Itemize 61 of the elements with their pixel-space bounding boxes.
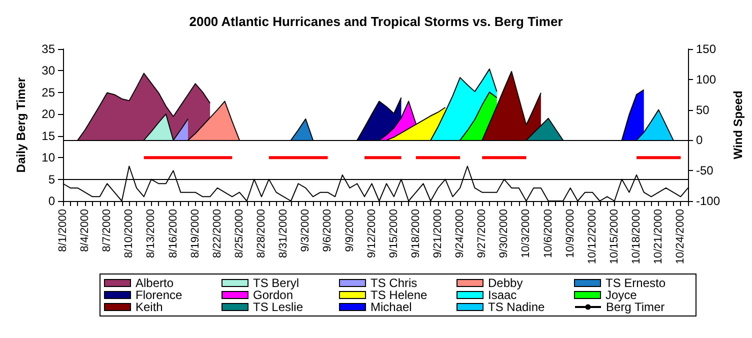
legend-label: Michael bbox=[370, 300, 412, 314]
y-tick-label: 15 bbox=[42, 128, 56, 143]
legend-label: TS Chris bbox=[370, 276, 418, 290]
y2-tick-label: 50 bbox=[696, 102, 710, 117]
x-tick-label: 10/3/2000 bbox=[520, 209, 532, 258]
x-tick-label: 10/24/2000 bbox=[674, 209, 687, 264]
x-tick-label: 8/19/2000 bbox=[189, 209, 202, 258]
legend-label: Debby bbox=[488, 276, 523, 290]
x-tick-label: 8/10/2000 bbox=[123, 209, 136, 258]
x-tick-label: 9/6/2000 bbox=[322, 209, 334, 252]
y2-tick-label: 150 bbox=[696, 42, 716, 56]
x-tick-label: 10/12/2000 bbox=[586, 209, 598, 264]
legend-label: TS Ernesto bbox=[606, 276, 666, 290]
y-tick-label: 0 bbox=[48, 194, 56, 208]
legend-label: TS Helene bbox=[370, 288, 428, 302]
x-tick-label: 9/9/2000 bbox=[344, 209, 356, 252]
x-tick-label: 8/4/2000 bbox=[79, 209, 92, 252]
x-tick-label: 10/9/2000 bbox=[564, 209, 576, 258]
x-tick-label: 9/27/2000 bbox=[476, 209, 488, 258]
x-tick-label: 8/7/2000 bbox=[101, 209, 114, 252]
y2-tick-label: 0 bbox=[696, 133, 703, 148]
x-tick-label: 9/18/2000 bbox=[410, 209, 422, 258]
y-tick-label: 30 bbox=[42, 64, 56, 78]
legend-label: Berg Timer bbox=[606, 300, 665, 314]
x-tick-label: 8/31/2000 bbox=[278, 209, 290, 258]
x-tick-label: 9/24/2000 bbox=[454, 209, 466, 258]
y-tick-label: 35 bbox=[42, 42, 56, 56]
legend-label: Joyce bbox=[606, 288, 638, 302]
y2-axis-title: Wind Speed bbox=[731, 90, 745, 160]
x-tick-label: 10/15/2000 bbox=[608, 209, 620, 264]
legend-label: Gordon bbox=[253, 288, 294, 302]
legend-label: TS Leslie bbox=[253, 300, 304, 314]
x-tick-label: 9/15/2000 bbox=[388, 209, 400, 258]
x-tick-label: 8/13/2000 bbox=[145, 209, 158, 258]
legend-label: Keith bbox=[136, 300, 163, 314]
chart-title: 2000 Atlantic Hurricanes and Tropical Storms vs. Berg Timer bbox=[189, 14, 563, 29]
legend-label: TS Nadine bbox=[488, 300, 546, 314]
x-tick-label: 10/6/2000 bbox=[542, 209, 554, 258]
y-axis-title: Daily Berg Timer bbox=[14, 77, 28, 173]
x-tick-label: 8/1/2000 bbox=[57, 209, 69, 252]
x-tick-label: 9/21/2000 bbox=[432, 209, 444, 258]
x-tick-label: 10/18/2000 bbox=[630, 209, 643, 264]
legend-label: Florence bbox=[136, 288, 183, 302]
y-tick-label: 20 bbox=[42, 107, 56, 122]
y-tick-label: 5 bbox=[48, 172, 56, 186]
x-tick-label: 8/22/2000 bbox=[211, 209, 224, 258]
x-tick-label: 8/28/2000 bbox=[256, 209, 268, 258]
x-tick-label: 10/21/2000 bbox=[652, 209, 665, 264]
y-tick-label: 25 bbox=[42, 85, 56, 100]
x-tick-label: 8/16/2000 bbox=[167, 209, 180, 258]
legend-label: Alberto bbox=[136, 276, 174, 290]
x-tick-label: 9/30/2000 bbox=[498, 209, 510, 258]
legend-label: Isaac bbox=[488, 288, 517, 302]
y2-tick-label: -50 bbox=[696, 164, 714, 178]
x-tick-label: 9/12/2000 bbox=[366, 209, 378, 258]
y2-tick-label: 100 bbox=[696, 72, 716, 86]
y-tick-label: 10 bbox=[42, 150, 56, 165]
x-tick-label: 8/25/2000 bbox=[233, 209, 246, 258]
y2-tick-label: -100 bbox=[696, 194, 720, 208]
x-tick-label: 9/3/2000 bbox=[300, 209, 312, 252]
legend-label: TS Beryl bbox=[253, 276, 300, 290]
